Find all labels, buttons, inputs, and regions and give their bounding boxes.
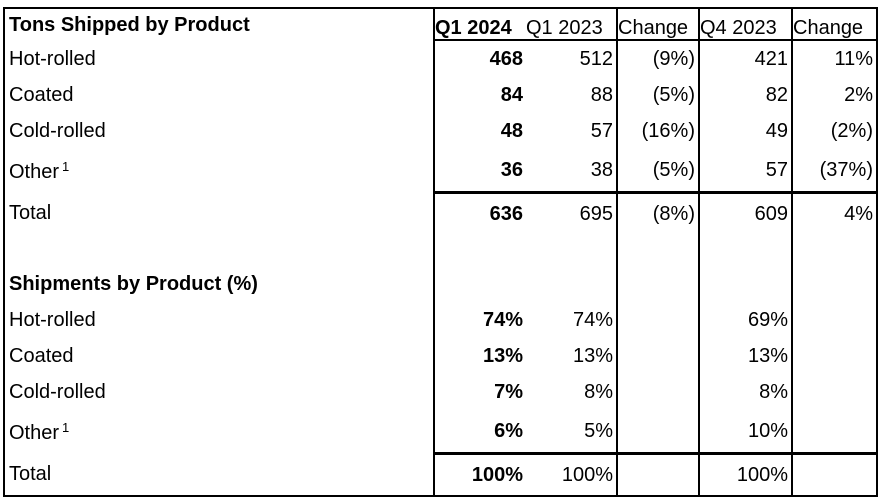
col-header-change-qoq: Change bbox=[791, 8, 877, 41]
row-label: Coated bbox=[9, 84, 74, 106]
cell-q4-2023: 49 bbox=[698, 113, 792, 149]
cell-q1-2024: 636 bbox=[433, 190, 526, 234]
cell-change-yoy bbox=[616, 374, 699, 410]
cell-q1-2024: 13% bbox=[433, 338, 526, 374]
section-header-row: Shipments by Product (%) bbox=[4, 266, 877, 302]
cell-change-yoy: (9%) bbox=[616, 41, 699, 77]
cell-q4-2023: 82 bbox=[698, 77, 792, 113]
row-label: Other 1 bbox=[9, 419, 70, 444]
row-label: Other 1 bbox=[9, 158, 70, 183]
table-row-cold-rolled-pct: Cold-rolled 7% 8% 8% bbox=[4, 374, 877, 410]
table-row-total-tons: Total 636 695 (8%) 609 4% bbox=[4, 190, 877, 234]
cell-change-yoy: (5%) bbox=[616, 149, 699, 192]
cell-q4-2023: 421 bbox=[698, 41, 792, 77]
cell-q1-2024: 74% bbox=[433, 302, 526, 338]
table-row-other-pct: Other 1 6% 5% 10% bbox=[4, 410, 877, 453]
table-row-hot-rolled-tons: Hot-rolled 468 512 (9%) 421 11% bbox=[4, 41, 877, 77]
cell-change-yoy: (5%) bbox=[616, 77, 699, 113]
footnote-marker: 1 bbox=[62, 419, 70, 435]
table-row-total-pct: Total 100% 100% 100% bbox=[4, 451, 877, 496]
row-label: Hot-rolled bbox=[9, 48, 96, 70]
col-header-q1-2023: Q1 2023 bbox=[526, 8, 617, 41]
cell-change-qoq: (2%) bbox=[791, 113, 877, 149]
col-header-change-yoy: Change bbox=[616, 8, 699, 41]
row-label: Coated bbox=[9, 345, 74, 367]
row-label: Total bbox=[9, 202, 52, 224]
shipments-by-product-table: Tons Shipped by Product Q1 2024 Q1 2023 … bbox=[3, 7, 878, 497]
footnote-marker: 1 bbox=[62, 158, 70, 174]
table-row-cold-rolled-tons: Cold-rolled 48 57 (16%) 49 (2%) bbox=[4, 113, 877, 149]
cell-q1-2024: 100% bbox=[433, 451, 526, 496]
cell-change-yoy: (16%) bbox=[616, 113, 699, 149]
cell-change-yoy bbox=[616, 410, 699, 453]
cell-q4-2023: 100% bbox=[698, 451, 792, 496]
cell-change-qoq bbox=[791, 374, 877, 410]
cell-q1-2023: 100% bbox=[526, 451, 617, 496]
cell-change-qoq: 2% bbox=[791, 77, 877, 113]
col-header-q4-2023: Q4 2023 bbox=[698, 8, 792, 41]
cell-change-qoq bbox=[791, 338, 877, 374]
cell-q1-2023: 8% bbox=[584, 381, 613, 403]
cell-q4-2023: 10% bbox=[698, 410, 792, 453]
cell-change-qoq: 4% bbox=[791, 190, 877, 234]
cell-q4-2023: 8% bbox=[698, 374, 792, 410]
cell-q1-2023: 74% bbox=[572, 309, 613, 331]
cell-q1-2024: 468 bbox=[433, 41, 526, 77]
cell-q4-2023: 69% bbox=[698, 302, 792, 338]
cell-q1-2024: 36 bbox=[433, 149, 526, 192]
row-label: Hot-rolled bbox=[9, 309, 96, 331]
cell-q1-2023: 695 bbox=[526, 190, 617, 234]
spacer-row bbox=[4, 234, 877, 266]
cell-change-qoq: 11% bbox=[791, 41, 877, 77]
cell-q1-2023: 512 bbox=[579, 48, 613, 70]
cell-change-qoq bbox=[791, 410, 877, 453]
cell-q1-2023: 13% bbox=[572, 345, 613, 367]
table-row-coated-pct: Coated 13% 13% 13% bbox=[4, 338, 877, 374]
col-header-q1-2024: Q1 2024 bbox=[433, 8, 526, 41]
cell-q4-2023: 609 bbox=[698, 190, 792, 234]
row-label: Cold-rolled bbox=[9, 381, 106, 403]
cell-change-yoy bbox=[616, 451, 699, 496]
cell-q1-2024: 48 bbox=[433, 113, 526, 149]
section-title: Shipments by Product (%) bbox=[9, 273, 258, 295]
cell-q1-2023: 38 bbox=[590, 158, 613, 181]
table-header-row: Tons Shipped by Product Q1 2024 Q1 2023 … bbox=[4, 8, 877, 41]
row-label: Total bbox=[9, 463, 52, 485]
cell-q1-2024: 7% bbox=[433, 374, 526, 410]
cell-change-yoy bbox=[616, 302, 699, 338]
cell-change-yoy bbox=[616, 338, 699, 374]
row-label: Cold-rolled bbox=[9, 120, 106, 142]
table-row-hot-rolled-pct: Hot-rolled 74% 74% 69% bbox=[4, 302, 877, 338]
table-title: Tons Shipped by Product bbox=[9, 14, 250, 36]
cell-q1-2023: 57 bbox=[590, 120, 613, 142]
cell-change-qoq bbox=[791, 451, 877, 496]
cell-change-yoy: (8%) bbox=[616, 190, 699, 234]
cell-q1-2023: 5% bbox=[584, 419, 613, 442]
table-row-other-tons: Other 1 36 38 (5%) 57 (37%) bbox=[4, 149, 877, 192]
cell-change-qoq: (37%) bbox=[791, 149, 877, 192]
cell-q4-2023: 57 bbox=[698, 149, 792, 192]
cell-q1-2023: 88 bbox=[590, 84, 613, 106]
table-row-coated-tons: Coated 84 88 (5%) 82 2% bbox=[4, 77, 877, 113]
cell-q1-2024: 84 bbox=[433, 77, 526, 113]
cell-q4-2023: 13% bbox=[698, 338, 792, 374]
cell-change-qoq bbox=[791, 302, 877, 338]
cell-q1-2024: 6% bbox=[433, 410, 526, 453]
